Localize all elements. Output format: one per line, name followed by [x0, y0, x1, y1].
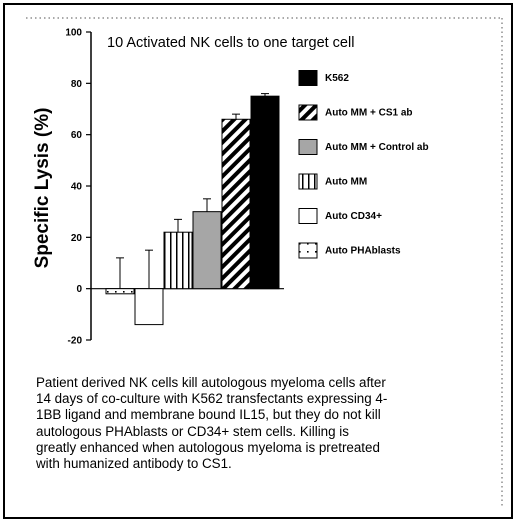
legend-swatch	[298, 208, 318, 224]
y-tick-label: -20	[68, 336, 83, 347]
legend-label: Auto MM	[325, 177, 367, 188]
legend-label: Auto MM + CS1 ab	[325, 108, 413, 119]
legend-label: K562	[325, 73, 349, 84]
legend-swatch	[298, 70, 318, 86]
y-tick-label: 40	[71, 182, 83, 193]
legend-label: Auto CD34+	[325, 211, 382, 222]
y-tick-label: 0	[76, 284, 82, 295]
axis: 100 80 60 40 20 0 -20	[65, 28, 284, 347]
legend-swatch	[298, 242, 318, 259]
bars	[105, 93, 280, 326]
y-tick-label: 20	[71, 233, 83, 244]
y-tick-label: 60	[71, 130, 83, 141]
legend-swatch	[298, 104, 318, 121]
bar-k562	[250, 95, 280, 290]
bar-auto-mm-control-ab	[192, 211, 222, 290]
legend-swatch	[298, 139, 318, 155]
chart-title: 10 Activated NK cells to one target cell	[107, 35, 354, 51]
legend-label: Auto PHAblasts	[325, 246, 401, 257]
bar-auto-cd34-	[134, 288, 164, 326]
legend: K562 Auto MM + CS1 ab Auto MM + Control ab…	[298, 70, 429, 259]
bar-auto-mm	[163, 231, 193, 290]
y-axis-label: Specific Lysis (%)	[32, 108, 53, 269]
bar-auto-phablasts	[105, 288, 135, 295]
bar-auto-mm-cs1-ab	[221, 118, 251, 290]
y-tick-label: 80	[71, 79, 83, 90]
legend-label: Auto MM + Control ab	[325, 142, 429, 153]
y-tick-label: 100	[65, 28, 82, 39]
legend-swatch	[298, 173, 318, 190]
caption-text: Patient derived NK cells kill autologous…	[36, 375, 388, 472]
